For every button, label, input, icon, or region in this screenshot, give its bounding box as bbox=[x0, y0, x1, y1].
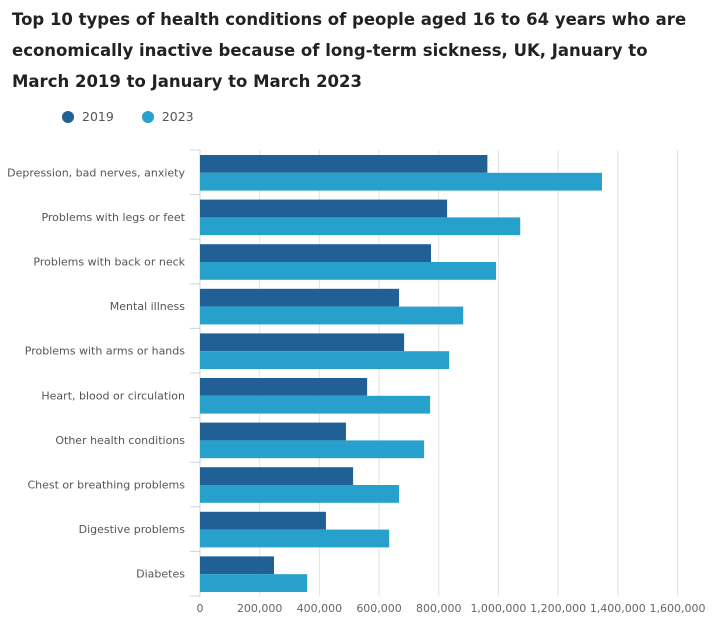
category-label: Problems with back or neck bbox=[33, 256, 185, 269]
x-tick-label: 1,400,000 bbox=[590, 602, 646, 615]
bar-2023 bbox=[200, 172, 602, 191]
bar-2023 bbox=[200, 217, 521, 236]
bar-2019 bbox=[200, 333, 405, 352]
legend-marker-2019 bbox=[62, 110, 74, 123]
bar-2023 bbox=[200, 306, 464, 325]
x-tick-label: 1,200,000 bbox=[530, 602, 586, 615]
chart-title: Top 10 types of health conditions of peo… bbox=[12, 10, 687, 91]
legend: 2019 2023 bbox=[62, 109, 194, 124]
category-label: Depression, bad nerves, anxiety bbox=[7, 166, 185, 179]
bar-2019 bbox=[200, 244, 431, 262]
legend-marker-2023 bbox=[141, 110, 154, 123]
bar-2023 bbox=[200, 485, 400, 503]
x-tick-label: 1,600,000 bbox=[650, 602, 706, 615]
legend-label-2023: 2023 bbox=[161, 109, 194, 124]
x-tick-label: 1,000,000 bbox=[470, 602, 526, 615]
bar-2023 bbox=[200, 351, 450, 369]
bar-2019 bbox=[200, 199, 448, 218]
x-tick-label: 400,000 bbox=[297, 602, 343, 615]
bar-2019 bbox=[200, 155, 488, 173]
category-label: Diabetes bbox=[136, 568, 185, 581]
category-label: Chest or breathing problems bbox=[27, 479, 185, 492]
bar-2023 bbox=[200, 529, 390, 548]
category-label: Problems with legs or feet bbox=[41, 211, 185, 224]
category-label: Problems with arms or hands bbox=[25, 345, 185, 358]
bar-2019 bbox=[200, 511, 326, 530]
bar-2019 bbox=[200, 378, 368, 396]
bar-2019 bbox=[200, 288, 400, 307]
x-tick-label: 200,000 bbox=[237, 602, 283, 615]
category-label: Mental illness bbox=[110, 300, 185, 313]
bar-2019 bbox=[200, 556, 275, 575]
bar-2019 bbox=[200, 422, 346, 441]
category-label: Other health conditions bbox=[55, 434, 185, 447]
legend-item-2023[interactable]: 2023 bbox=[141, 109, 194, 124]
x-tick-label: 0 bbox=[197, 602, 204, 615]
bar-2019 bbox=[200, 467, 354, 485]
category-label: Digestive problems bbox=[79, 523, 186, 536]
legend-label-2019: 2019 bbox=[82, 109, 114, 124]
legend-item-2019[interactable]: 2019 bbox=[62, 109, 114, 124]
bar-2023 bbox=[200, 395, 431, 414]
bar-2023 bbox=[200, 262, 497, 280]
bar-2023 bbox=[200, 574, 308, 592]
x-tick-label: 800,000 bbox=[416, 602, 462, 615]
x-tick-label: 600,000 bbox=[356, 602, 402, 615]
category-label: Heart, blood or circulation bbox=[41, 389, 185, 402]
bar-2023 bbox=[200, 440, 425, 459]
